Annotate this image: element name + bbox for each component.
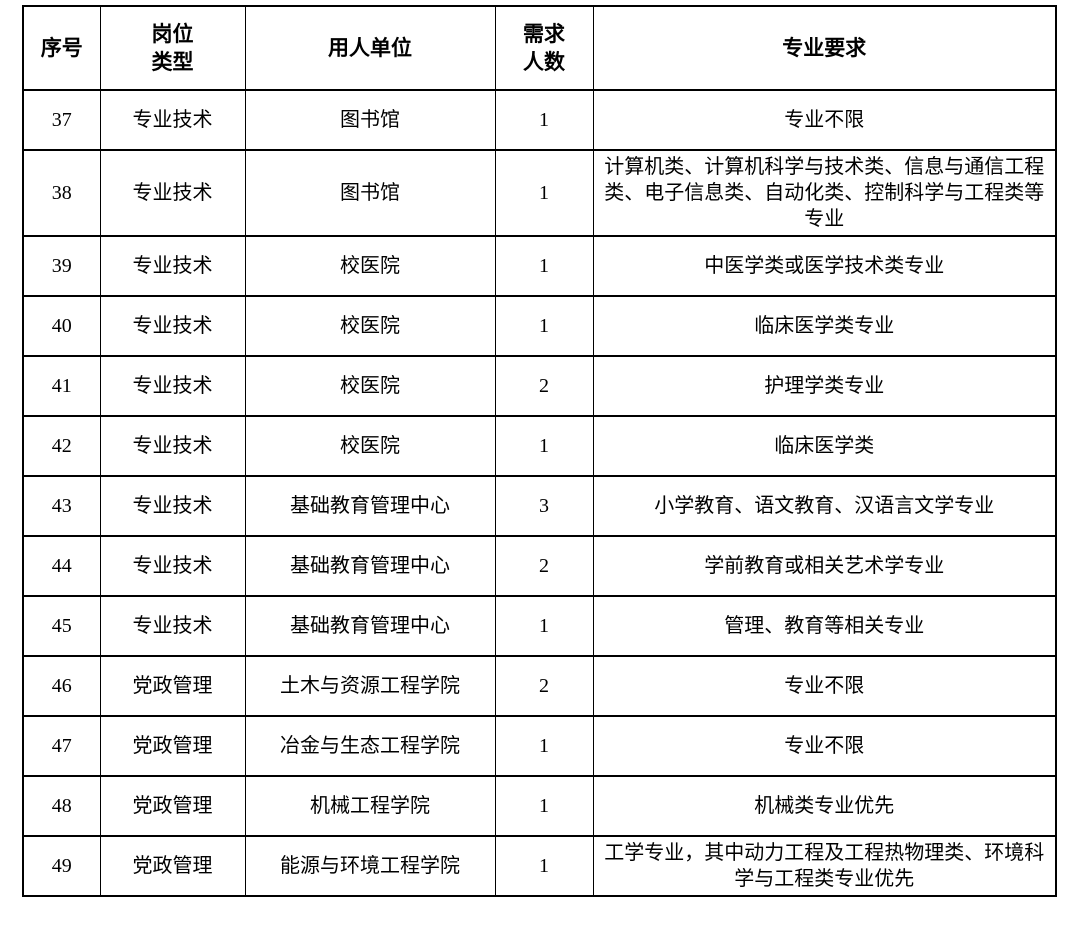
table-row: 37 专业技术 图书馆 1 专业不限 bbox=[22, 89, 1057, 151]
table-row: 47 党政管理 冶金与生态工程学院 1 专业不限 bbox=[22, 715, 1057, 777]
table-row: 39 专业技术 校医院 1 中医学类或医学技术类专业 bbox=[22, 235, 1057, 297]
cell-employer: 校医院 bbox=[244, 235, 496, 297]
table-row: 46 党政管理 土木与资源工程学院 2 专业不限 bbox=[22, 655, 1057, 717]
cell-headcount: 1 bbox=[494, 835, 594, 897]
cell-employer: 机械工程学院 bbox=[244, 775, 496, 837]
cell-major-requirement: 护理学类专业 bbox=[592, 355, 1057, 417]
recruitment-positions-table: 序号 岗位 类型 用人单位 需求 人数 专业要求 37 专业技术 图书馆 1 专业不限 3… bbox=[22, 5, 1057, 897]
cell-post-type: 专业技术 bbox=[99, 475, 246, 537]
cell-seq: 46 bbox=[22, 655, 101, 717]
cell-major-requirement: 计算机类、计算机科学与技术类、信息与通信工程类、电子信息类、自动化类、控制科学与… bbox=[592, 149, 1057, 237]
table-header: 序号 岗位 类型 用人单位 需求 人数 专业要求 bbox=[22, 5, 1057, 91]
table-row: 38 专业技术 图书馆 1 计算机类、计算机科学与技术类、信息与通信工程类、电子信息类、… bbox=[22, 149, 1057, 237]
cell-major-requirement: 中医学类或医学技术类专业 bbox=[592, 235, 1057, 297]
cell-headcount: 1 bbox=[494, 295, 594, 357]
cell-seq: 47 bbox=[22, 715, 101, 777]
cell-headcount: 2 bbox=[494, 535, 594, 597]
cell-headcount: 1 bbox=[494, 235, 594, 297]
cell-seq: 44 bbox=[22, 535, 101, 597]
cell-headcount: 1 bbox=[494, 89, 594, 151]
cell-headcount: 1 bbox=[494, 415, 594, 477]
cell-employer: 能源与环境工程学院 bbox=[244, 835, 496, 897]
cell-major-requirement: 临床医学类专业 bbox=[592, 295, 1057, 357]
cell-major-requirement: 临床医学类 bbox=[592, 415, 1057, 477]
table-row: 48 党政管理 机械工程学院 1 机械类专业优先 bbox=[22, 775, 1057, 837]
cell-employer: 校医院 bbox=[244, 415, 496, 477]
cell-post-type: 专业技术 bbox=[99, 595, 246, 657]
cell-post-type: 党政管理 bbox=[99, 835, 246, 897]
cell-post-type: 党政管理 bbox=[99, 655, 246, 717]
cell-seq: 41 bbox=[22, 355, 101, 417]
cell-employer: 图书馆 bbox=[244, 89, 496, 151]
cell-post-type: 专业技术 bbox=[99, 415, 246, 477]
cell-employer: 校医院 bbox=[244, 355, 496, 417]
cell-post-type: 专业技术 bbox=[99, 295, 246, 357]
cell-major-requirement: 小学教育、语文教育、汉语言文学专业 bbox=[592, 475, 1057, 537]
cell-employer: 基础教育管理中心 bbox=[244, 595, 496, 657]
cell-headcount: 2 bbox=[494, 355, 594, 417]
col-header-seq: 序号 bbox=[22, 5, 101, 91]
cell-post-type: 专业技术 bbox=[99, 355, 246, 417]
cell-headcount: 1 bbox=[494, 715, 594, 777]
cell-employer: 图书馆 bbox=[244, 149, 496, 237]
col-header-major-requirement: 专业要求 bbox=[592, 5, 1057, 91]
table-row: 45 专业技术 基础教育管理中心 1 管理、教育等相关专业 bbox=[22, 595, 1057, 657]
cell-major-requirement: 管理、教育等相关专业 bbox=[592, 595, 1057, 657]
table-row: 42 专业技术 校医院 1 临床医学类 bbox=[22, 415, 1057, 477]
table-row: 41 专业技术 校医院 2 护理学类专业 bbox=[22, 355, 1057, 417]
cell-seq: 43 bbox=[22, 475, 101, 537]
table-row: 40 专业技术 校医院 1 临床医学类专业 bbox=[22, 295, 1057, 357]
cell-post-type: 专业技术 bbox=[99, 89, 246, 151]
cell-seq: 45 bbox=[22, 595, 101, 657]
cell-post-type: 党政管理 bbox=[99, 715, 246, 777]
cell-major-requirement: 专业不限 bbox=[592, 89, 1057, 151]
cell-major-requirement: 工学专业，其中动力工程及工程热物理类、环境科学与工程类专业优先 bbox=[592, 835, 1057, 897]
cell-seq: 39 bbox=[22, 235, 101, 297]
cell-headcount: 1 bbox=[494, 775, 594, 837]
cell-headcount: 3 bbox=[494, 475, 594, 537]
table-row: 49 党政管理 能源与环境工程学院 1 工学专业，其中动力工程及工程热物理类、环境科学与… bbox=[22, 835, 1057, 897]
col-header-post-type: 岗位 类型 bbox=[99, 5, 246, 91]
cell-major-requirement: 学前教育或相关艺术学专业 bbox=[592, 535, 1057, 597]
cell-post-type: 专业技术 bbox=[99, 535, 246, 597]
cell-employer: 土木与资源工程学院 bbox=[244, 655, 496, 717]
cell-seq: 42 bbox=[22, 415, 101, 477]
cell-post-type: 党政管理 bbox=[99, 775, 246, 837]
cell-seq: 49 bbox=[22, 835, 101, 897]
cell-post-type: 专业技术 bbox=[99, 149, 246, 237]
header-row: 序号 岗位 类型 用人单位 需求 人数 专业要求 bbox=[22, 5, 1057, 91]
table-row: 44 专业技术 基础教育管理中心 2 学前教育或相关艺术学专业 bbox=[22, 535, 1057, 597]
cell-employer: 校医院 bbox=[244, 295, 496, 357]
table-row: 43 专业技术 基础教育管理中心 3 小学教育、语文教育、汉语言文学专业 bbox=[22, 475, 1057, 537]
col-header-headcount: 需求 人数 bbox=[494, 5, 594, 91]
cell-employer: 基础教育管理中心 bbox=[244, 475, 496, 537]
cell-post-type: 专业技术 bbox=[99, 235, 246, 297]
cell-major-requirement: 专业不限 bbox=[592, 655, 1057, 717]
cell-seq: 40 bbox=[22, 295, 101, 357]
cell-major-requirement: 机械类专业优先 bbox=[592, 775, 1057, 837]
col-header-employer: 用人单位 bbox=[244, 5, 496, 91]
table-body: 37 专业技术 图书馆 1 专业不限 38 专业技术 图书馆 1 计算机类、计算机科学与技术类、信… bbox=[22, 89, 1057, 897]
cell-employer: 基础教育管理中心 bbox=[244, 535, 496, 597]
cell-seq: 48 bbox=[22, 775, 101, 837]
cell-headcount: 2 bbox=[494, 655, 594, 717]
cell-major-requirement: 专业不限 bbox=[592, 715, 1057, 777]
cell-seq: 37 bbox=[22, 89, 101, 151]
cell-employer: 冶金与生态工程学院 bbox=[244, 715, 496, 777]
cell-headcount: 1 bbox=[494, 595, 594, 657]
cell-seq: 38 bbox=[22, 149, 101, 237]
cell-headcount: 1 bbox=[494, 149, 594, 237]
